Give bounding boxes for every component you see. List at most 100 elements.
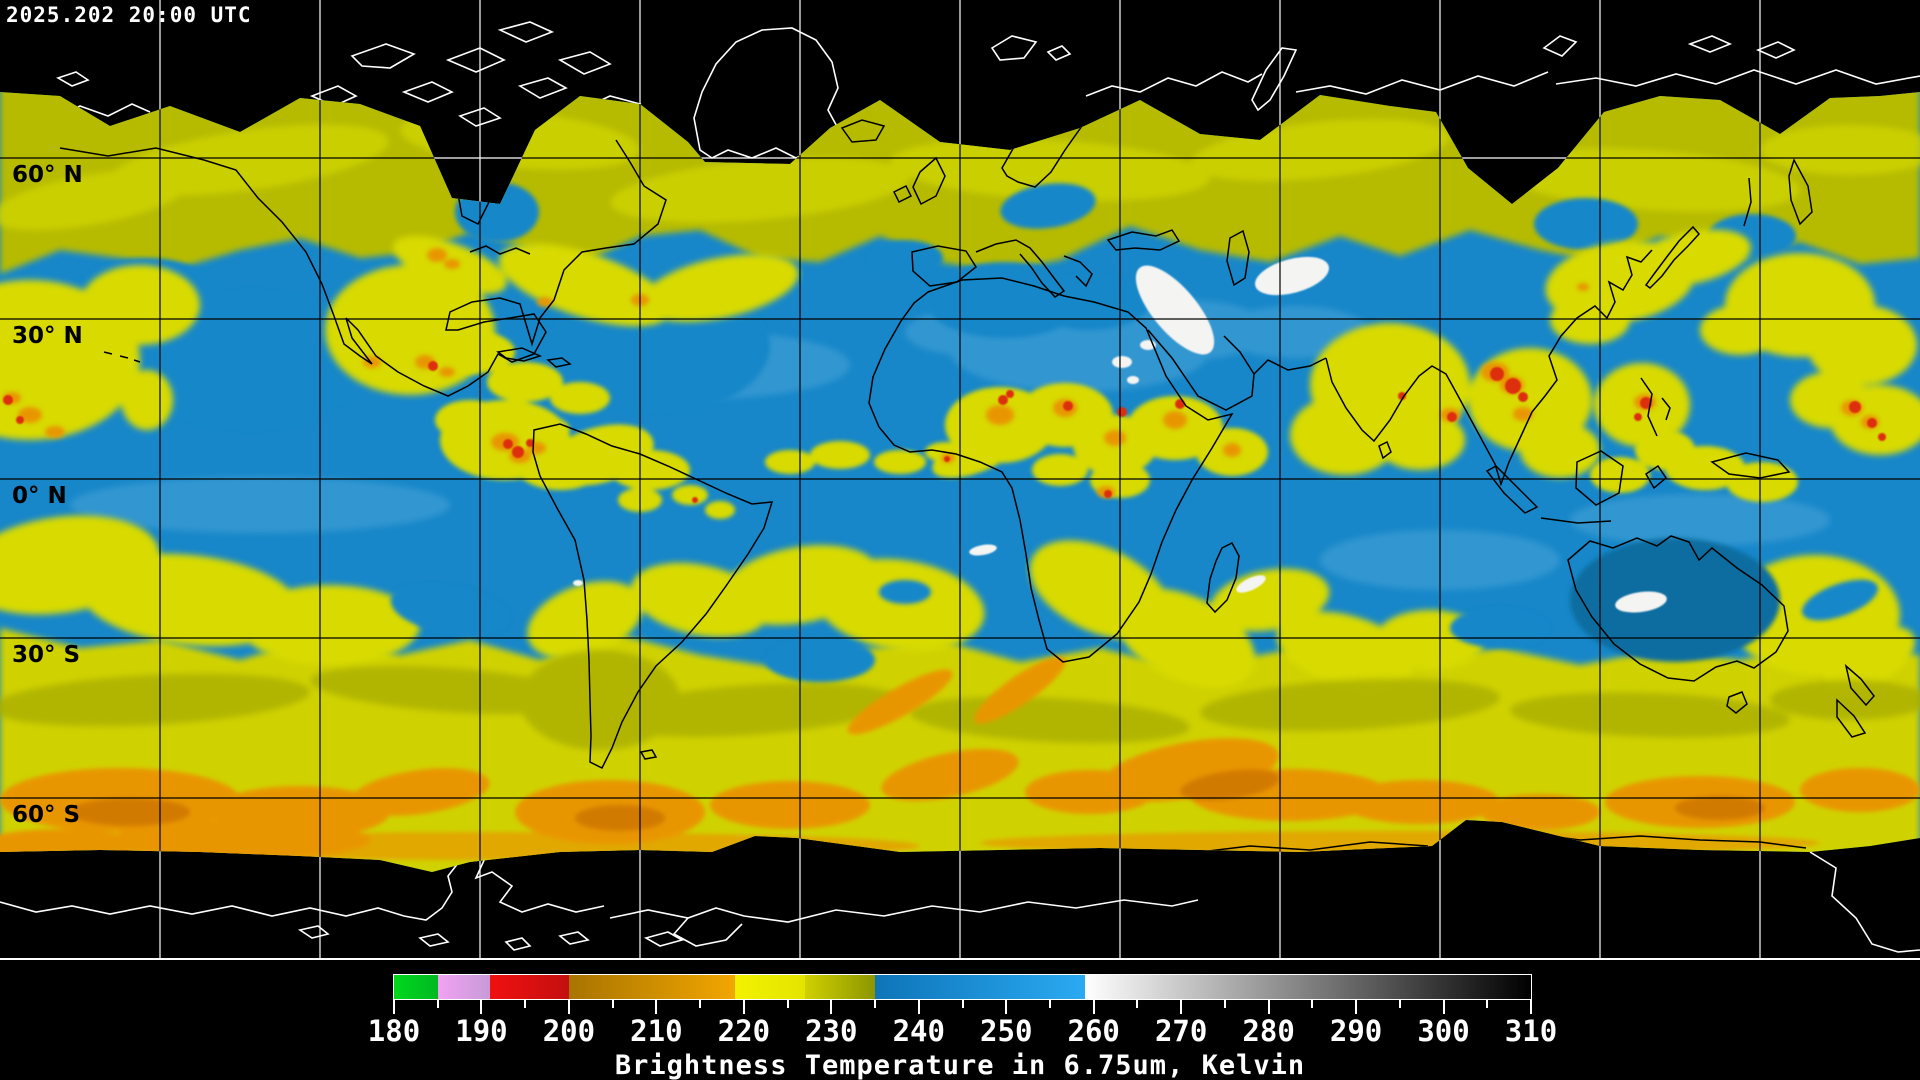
colorbar-minor-tick: [524, 1000, 527, 1008]
colorbar-ticks: [393, 1000, 1532, 1016]
colorbar-segment: [490, 975, 569, 999]
coast-new-zealand-north: [1844, 663, 1875, 707]
coast-madagascar: [1206, 542, 1240, 614]
coast-borneo: [1575, 450, 1624, 506]
colorbar-minor-tick: [1486, 1000, 1489, 1008]
coast-tasmania: [1726, 691, 1748, 714]
colorbar-tick-label: 220: [717, 1014, 771, 1048]
colorbar-segment: [735, 975, 806, 999]
coast-balkans: [1063, 255, 1093, 288]
coast-philippines: [1640, 377, 1671, 437]
colorbar-tick-label: 180: [367, 1014, 421, 1048]
colorbar-segment: [1084, 975, 1531, 999]
coast-sumatra: [1485, 465, 1539, 514]
coast-arabia: [1147, 329, 1255, 411]
coast-sri-lanka: [1378, 440, 1392, 460]
colorbar-minor-tick: [786, 1000, 789, 1008]
colorbar-minor-tick: [1136, 1000, 1139, 1008]
colorbar-major-tick: [480, 1000, 483, 1014]
colorbar-tick-labels: 180 190 200 210 220 230 240 250 260 270 280 290 300 3…: [368, 1014, 1557, 1048]
colorbar-major-tick: [830, 1000, 833, 1014]
coast-black-sea: [1106, 229, 1181, 251]
colorbar-tick-label: 310: [1504, 1014, 1558, 1048]
coastlines-continents: [59, 92, 1875, 853]
coast-south-america: [532, 423, 774, 770]
colorbar-major-tick: [742, 1000, 745, 1014]
map-canvas: 60° N 30° N 0° N 30° S 60° S: [0, 0, 1920, 962]
colorbar-tick-label: 200: [542, 1014, 596, 1048]
clouds-white: [573, 256, 1667, 613]
coast-iberia: [911, 245, 977, 287]
coast-java: [1540, 517, 1612, 524]
colorbar-major-tick: [1005, 1000, 1008, 1014]
coast-new-guinea: [1710, 452, 1791, 479]
coast-africa: [868, 277, 1234, 663]
latitude-label: 0° N: [12, 483, 67, 509]
colorbar-minor-tick: [1311, 1000, 1314, 1008]
coast-hawaii: [103, 351, 141, 363]
colorbar-tick-label: 250: [980, 1014, 1033, 1048]
colorbar-segment: [568, 975, 736, 999]
colorbar-minor-tick: [1398, 1000, 1401, 1008]
timestamp: 2025.202 20:00 UTC: [6, 3, 252, 27]
coast-sakhalin: [1743, 177, 1752, 227]
coast-north-america: [59, 139, 667, 397]
coast-japan: [1644, 225, 1701, 289]
latitude-label: 60° S: [12, 802, 80, 828]
colorbar-major-tick: [1092, 1000, 1095, 1014]
australia-dry-interior: [1570, 538, 1780, 662]
coast-great-lakes: [469, 245, 531, 255]
coast-kamchatka: [1788, 158, 1813, 226]
coast-cuba: [496, 347, 543, 362]
colorbar-segment: [394, 975, 438, 999]
coast-hispaniola: [546, 357, 572, 368]
coast-italy: [975, 239, 1066, 298]
colorbar-segment: [875, 975, 1085, 999]
latitude-label: 30° S: [12, 642, 80, 668]
clouds-tropics: [425, 330, 1798, 519]
colorbar-tick-label: 290: [1329, 1014, 1383, 1048]
colorbar-tick-label: 260: [1067, 1014, 1120, 1048]
colorbar-tick-label: 240: [892, 1014, 945, 1048]
colorbar-segment: [437, 975, 491, 999]
colorbar-tick-label: 230: [805, 1014, 858, 1048]
colorbar-minor-tick: [1048, 1000, 1051, 1008]
colorbar-tick-label: 190: [455, 1014, 508, 1048]
coast-south-asia: [1325, 249, 1653, 487]
colorbar-tick-label: 270: [1154, 1014, 1208, 1048]
colorbar-tick-label: 210: [630, 1014, 683, 1048]
coast-australia: [1567, 535, 1789, 682]
colorbar-major-tick: [1530, 1000, 1532, 1014]
clouds-red: [3, 361, 1886, 503]
colorbar-minor-tick: [699, 1000, 702, 1008]
colorbar-tick-label: 280: [1242, 1014, 1295, 1048]
world-map: 60° N 30° N 0° N 30° S 60° S 2025.202 20:00 …: [0, 0, 1920, 962]
colorbar-segment: [805, 975, 876, 999]
colorbar-caption: Brightness Temperature in 6.75um, Kelvin: [614, 1050, 1306, 1080]
coast-sulawesi: [1645, 464, 1667, 490]
colorbar-major-tick: [1355, 1000, 1358, 1014]
latitude-label: 60° N: [12, 162, 83, 188]
latitude-labels: 60° N 30° N 0° N 30° S 60° S: [12, 162, 83, 828]
colorbar-legend: 180 190 200 210 220 230 240 250 260 270 280 290 300 3…: [0, 960, 1920, 1080]
coast-caspian-sea: [1226, 229, 1250, 287]
coast-ireland: [892, 184, 913, 204]
coast-britain: [912, 156, 946, 206]
colorbar-major-tick: [655, 1000, 658, 1014]
colorbar: [393, 974, 1532, 1000]
colorbar-major-tick: [1180, 1000, 1183, 1014]
coast-new-zealand-south: [1836, 698, 1867, 738]
graticule-black: [0, 92, 1920, 872]
colorbar-major-tick: [1267, 1000, 1270, 1014]
colorbar-minor-tick: [874, 1000, 877, 1008]
colorbar-minor-tick: [1223, 1000, 1226, 1008]
latitude-label: 30° N: [12, 323, 83, 349]
colorbar-tick-label: 300: [1417, 1014, 1470, 1048]
colorbar-minor-tick: [611, 1000, 614, 1008]
colorbar-major-tick: [1442, 1000, 1445, 1014]
coast-falklands: [639, 749, 658, 760]
colorbar-minor-tick: [436, 1000, 439, 1008]
colorbar-major-tick: [917, 1000, 920, 1014]
colorbar-major-tick: [567, 1000, 570, 1014]
